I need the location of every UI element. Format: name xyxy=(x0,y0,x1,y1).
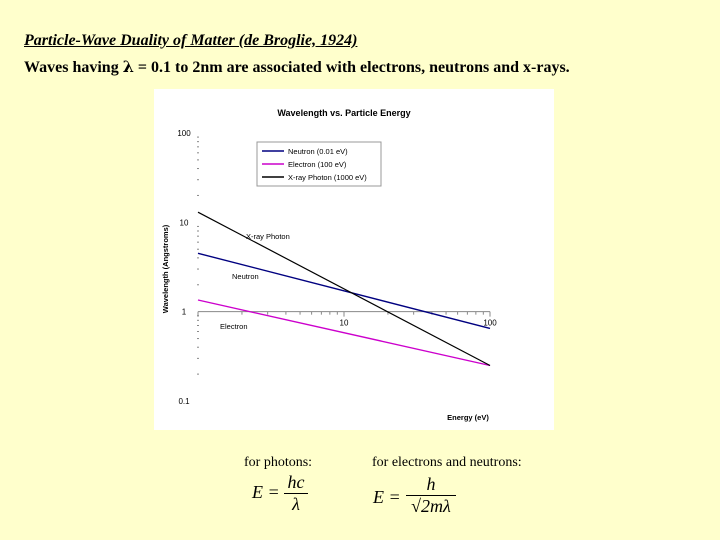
y-tick-label: 0.1 xyxy=(178,397,190,406)
inline-label: Neutron xyxy=(232,272,259,281)
series-line-x-ray-photon xyxy=(197,211,491,367)
matter-fraction-bar xyxy=(406,495,456,496)
inline-label: X-ray Photon xyxy=(246,232,290,241)
matter-denominator: √2mλ xyxy=(411,496,451,516)
subtitle-text-start: Waves having xyxy=(24,59,123,76)
matter-formula-label: for electrons and neutrons: xyxy=(372,455,522,470)
y-tick-label: 10 xyxy=(180,218,189,227)
photon-denominator: λ xyxy=(292,494,300,514)
y-tick-label: 100 xyxy=(177,129,191,138)
slide-title: Particle-Wave Duality of Matter (de Brog… xyxy=(24,32,358,49)
legend-entry: Electron (100 eV) xyxy=(288,160,347,169)
photon-fraction: hc λ xyxy=(284,472,308,515)
chart-panel: Wavelength vs. Particle Energy 10 100 100 10… xyxy=(154,89,554,430)
photon-numerator: hc xyxy=(287,472,305,492)
matter-numerator: h xyxy=(426,474,436,494)
matter-formula-lhs: E = xyxy=(373,487,401,507)
legend-entry: Neutron (0.01 eV) xyxy=(288,147,348,156)
series-line-electron xyxy=(197,299,491,367)
series-line-neutron xyxy=(197,252,491,330)
legend-entry: X-ray Photon (1000 eV) xyxy=(288,173,367,182)
photon-formula-lhs: E = xyxy=(252,482,280,502)
photon-fraction-bar xyxy=(284,493,308,494)
y-axis-label: Wavelength (Angstroms) xyxy=(161,224,170,313)
y-tick-label: 1 xyxy=(182,308,187,317)
photon-formula-label: for photons: xyxy=(244,455,313,470)
subtitle-text-end: = 0.1 to 2nm are associated with electro… xyxy=(133,59,570,76)
inline-label: Electron xyxy=(220,322,248,331)
x-axis-label: Energy (eV) xyxy=(447,413,489,422)
chart-title: Wavelength vs. Particle Energy xyxy=(277,108,410,118)
lambda-symbol: λ xyxy=(122,57,134,76)
slide-subtitle: Waves having λ = 0.1 to 2nm are associat… xyxy=(24,57,570,77)
matter-fraction: h √2mλ xyxy=(406,474,456,517)
x-tick-label: 10 xyxy=(340,319,349,328)
x-tick-label: 100 xyxy=(483,319,497,328)
